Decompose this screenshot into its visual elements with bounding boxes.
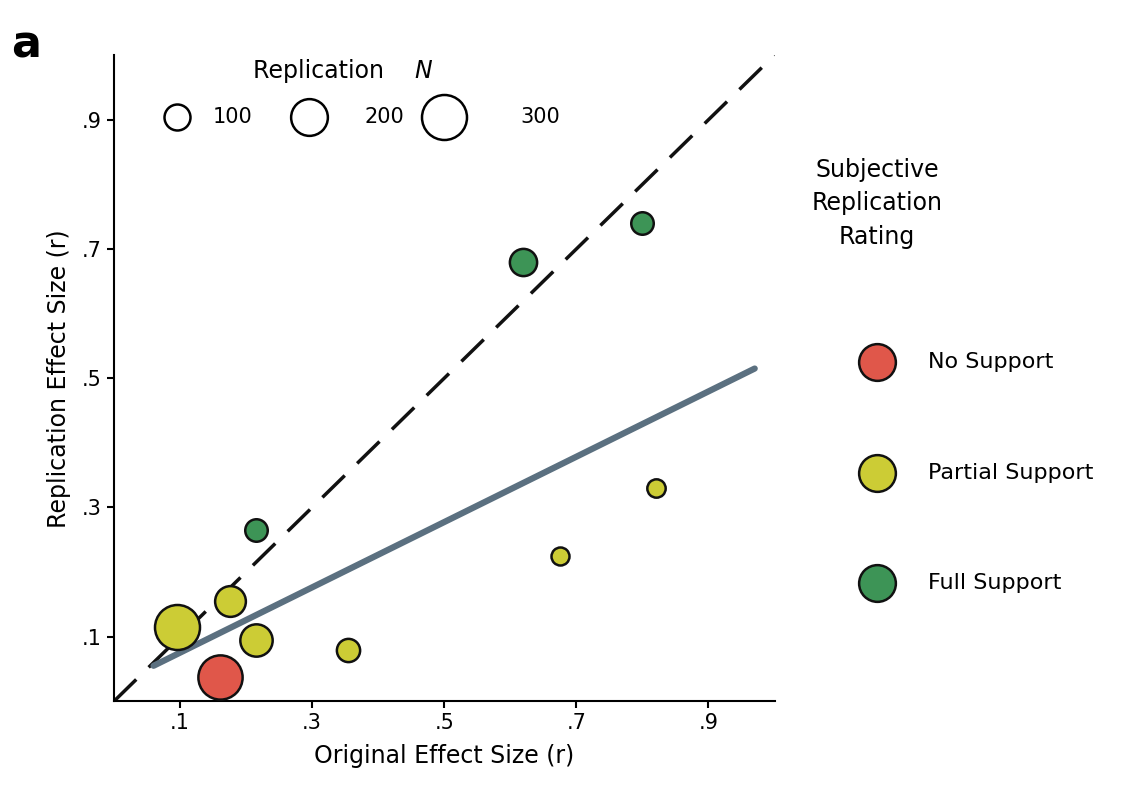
Point [211, 671, 229, 683]
Point [515, 255, 533, 268]
Point [167, 621, 186, 634]
Text: N: N [415, 59, 432, 84]
Point [221, 595, 239, 608]
Text: Partial Support: Partial Support [928, 463, 1093, 483]
X-axis label: Original Effect Size (r): Original Effect Size (r) [314, 744, 574, 768]
Point [647, 481, 665, 494]
Text: Replication: Replication [253, 59, 391, 84]
Point [247, 634, 265, 646]
Point [868, 466, 886, 479]
Y-axis label: Replication Effect Size (r): Replication Effect Size (r) [47, 229, 71, 527]
Text: 200: 200 [364, 106, 404, 127]
Point [339, 643, 358, 656]
Text: No Support: No Support [928, 352, 1054, 373]
Point [247, 524, 265, 537]
Text: a: a [11, 24, 41, 67]
Text: 100: 100 [213, 106, 253, 127]
Text: Subjective
Replication
Rating: Subjective Replication Rating [811, 158, 943, 248]
Point [868, 577, 886, 589]
Point [300, 110, 318, 123]
Text: 300: 300 [521, 106, 560, 127]
Point [633, 217, 652, 229]
Point [868, 356, 886, 369]
Point [551, 550, 570, 563]
Text: Full Support: Full Support [928, 573, 1062, 593]
Point [167, 110, 186, 123]
Point [435, 110, 453, 123]
